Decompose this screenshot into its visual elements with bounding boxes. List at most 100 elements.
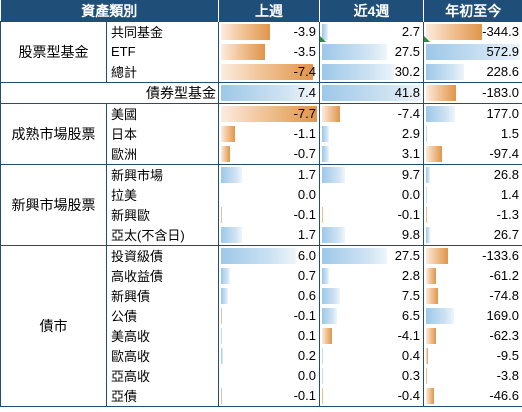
header-last-4-weeks: 近4週 bbox=[319, 0, 424, 22]
ytd-cell: 1.5 bbox=[423, 123, 522, 144]
positive-data-bar bbox=[322, 307, 338, 324]
row-label: 總計 bbox=[106, 61, 219, 83]
cell-value: -0.1 bbox=[293, 307, 316, 323]
positive-data-bar bbox=[322, 247, 388, 264]
cell-value: -4.1 bbox=[397, 327, 420, 343]
positive-data-bar bbox=[322, 145, 330, 162]
ytd-cell: -344.3 bbox=[423, 21, 522, 42]
ytd-cell: 1.4 bbox=[423, 184, 522, 205]
cell-value: 1.7 bbox=[297, 226, 316, 242]
cell-value: -0.7 bbox=[293, 145, 316, 161]
cell-value: -0.1 bbox=[293, 206, 316, 222]
positive-data-bar bbox=[322, 347, 323, 364]
last-week-cell: 6.0 bbox=[218, 245, 320, 266]
row-label: 歐高收 bbox=[106, 345, 219, 366]
cell-value: 0.1 bbox=[297, 327, 316, 343]
table-row: 亞太(不含日) 1.7 9.8 26.7 bbox=[1, 224, 522, 246]
positive-data-bar bbox=[221, 166, 243, 183]
row-label: 亞太(不含日) bbox=[106, 224, 219, 246]
cell-value: 26.7 bbox=[493, 226, 519, 242]
cell-value: 0.3 bbox=[401, 367, 420, 383]
cell-value: -7.4 bbox=[293, 63, 316, 79]
cell-value: 0.0 bbox=[297, 367, 316, 383]
header-last-week: 上週 bbox=[218, 0, 320, 22]
last-4-weeks-cell: 3.1 bbox=[319, 143, 424, 165]
row-label: 拉美 bbox=[106, 184, 219, 205]
last-week-cell: 7.4 bbox=[218, 82, 320, 104]
positive-data-bar bbox=[221, 226, 243, 243]
category-cell: 新興市場股票 bbox=[0, 163, 107, 246]
positive-data-bar bbox=[322, 43, 388, 60]
last-week-cell: 0.0 bbox=[218, 365, 320, 386]
cell-value: -7.4 bbox=[397, 105, 420, 121]
cell-value: 27.5 bbox=[394, 247, 420, 263]
cell-value: 41.8 bbox=[394, 84, 420, 100]
negative-data-bar bbox=[426, 387, 434, 404]
last-week-cell: -3.9 bbox=[218, 21, 320, 42]
last-week-cell: -0.1 bbox=[218, 204, 320, 225]
green-triangle-icon bbox=[320, 35, 326, 42]
last-4-weeks-cell: 7.5 bbox=[319, 285, 424, 306]
negative-data-bar bbox=[426, 347, 428, 364]
last-4-weeks-cell: -4.1 bbox=[319, 325, 424, 346]
table-row: ETF -3.5 27.5 572.9 bbox=[1, 41, 522, 62]
cell-value: 6.5 bbox=[401, 307, 420, 323]
cell-value: 7.4 bbox=[297, 84, 316, 100]
positive-data-bar bbox=[322, 84, 421, 101]
positive-data-bar bbox=[221, 347, 224, 364]
ytd-cell: -46.6 bbox=[423, 385, 522, 407]
last-4-weeks-cell: 0.0 bbox=[319, 184, 424, 205]
positive-data-bar bbox=[322, 287, 340, 304]
ytd-cell: 228.6 bbox=[423, 61, 522, 83]
positive-data-bar bbox=[426, 307, 454, 324]
positive-data-bar bbox=[322, 125, 329, 142]
row-label: 美國 bbox=[106, 103, 219, 124]
header-row: 資產類別 上週 近4週 年初至今 bbox=[0, 0, 522, 22]
row-label: 債券型基金 bbox=[0, 82, 219, 104]
category-cell: 股票型基金 bbox=[0, 21, 107, 83]
category-cell: 成熟市場股票 bbox=[0, 102, 107, 165]
last-4-weeks-cell: 6.5 bbox=[319, 305, 424, 326]
positive-data-bar bbox=[322, 267, 329, 284]
cell-value: 1.4 bbox=[500, 186, 519, 202]
cell-value: -133.6 bbox=[482, 247, 519, 263]
table-row: 新興市場股票 新興市場 1.7 9.7 26.8 bbox=[0, 163, 522, 246]
last-4-weeks-cell: 0.3 bbox=[319, 365, 424, 386]
table-row: 亞高收 0.0 0.3 -3.8 bbox=[1, 365, 522, 386]
last-week-cell: -7.7 bbox=[218, 103, 320, 124]
cell-value: 169.0 bbox=[486, 307, 519, 323]
row-label: 新興市場 bbox=[106, 164, 219, 185]
cell-value: 6.0 bbox=[297, 247, 316, 263]
negative-data-bar bbox=[221, 125, 235, 142]
cell-value: -61.2 bbox=[489, 267, 519, 283]
cell-value: 2.8 bbox=[401, 267, 420, 283]
cell-value: -74.8 bbox=[489, 287, 519, 303]
negative-data-bar bbox=[322, 387, 323, 404]
table-row: 公債 -0.1 6.5 169.0 bbox=[1, 305, 522, 326]
cell-value: 0.2 bbox=[297, 347, 316, 363]
negative-data-bar bbox=[426, 84, 457, 101]
ytd-cell: 26.7 bbox=[423, 224, 522, 246]
last-week-cell: -0.1 bbox=[218, 305, 320, 326]
last-4-weeks-cell: 2.8 bbox=[319, 265, 424, 286]
row-label: 亞高收 bbox=[106, 365, 219, 386]
ytd-cell: 26.8 bbox=[423, 164, 522, 185]
ytd-cell: -133.6 bbox=[423, 245, 522, 266]
cell-value: -3.9 bbox=[293, 23, 316, 39]
last-4-weeks-cell: 41.8 bbox=[319, 82, 424, 104]
cell-value: 0.0 bbox=[297, 186, 316, 202]
table-row: 成熟市場股票 美國 -7.7 -7.4 177.0 bbox=[0, 102, 522, 165]
cell-value: -46.6 bbox=[489, 387, 519, 403]
cell-value: -1.3 bbox=[496, 206, 519, 222]
cell-value: 0.7 bbox=[297, 267, 316, 283]
ytd-cell: -61.2 bbox=[423, 265, 522, 286]
cell-value: 1.5 bbox=[500, 125, 519, 141]
ytd-cell: -62.3 bbox=[423, 325, 522, 346]
negative-data-bar bbox=[426, 267, 437, 284]
last-week-cell: 0.2 bbox=[218, 345, 320, 366]
last-4-weeks-cell: 9.8 bbox=[319, 224, 424, 246]
table-row: 美高收 0.1 -4.1 -62.3 bbox=[1, 325, 522, 346]
table-row: 債券型基金 7.4 41.8 -183.0 bbox=[0, 82, 522, 104]
